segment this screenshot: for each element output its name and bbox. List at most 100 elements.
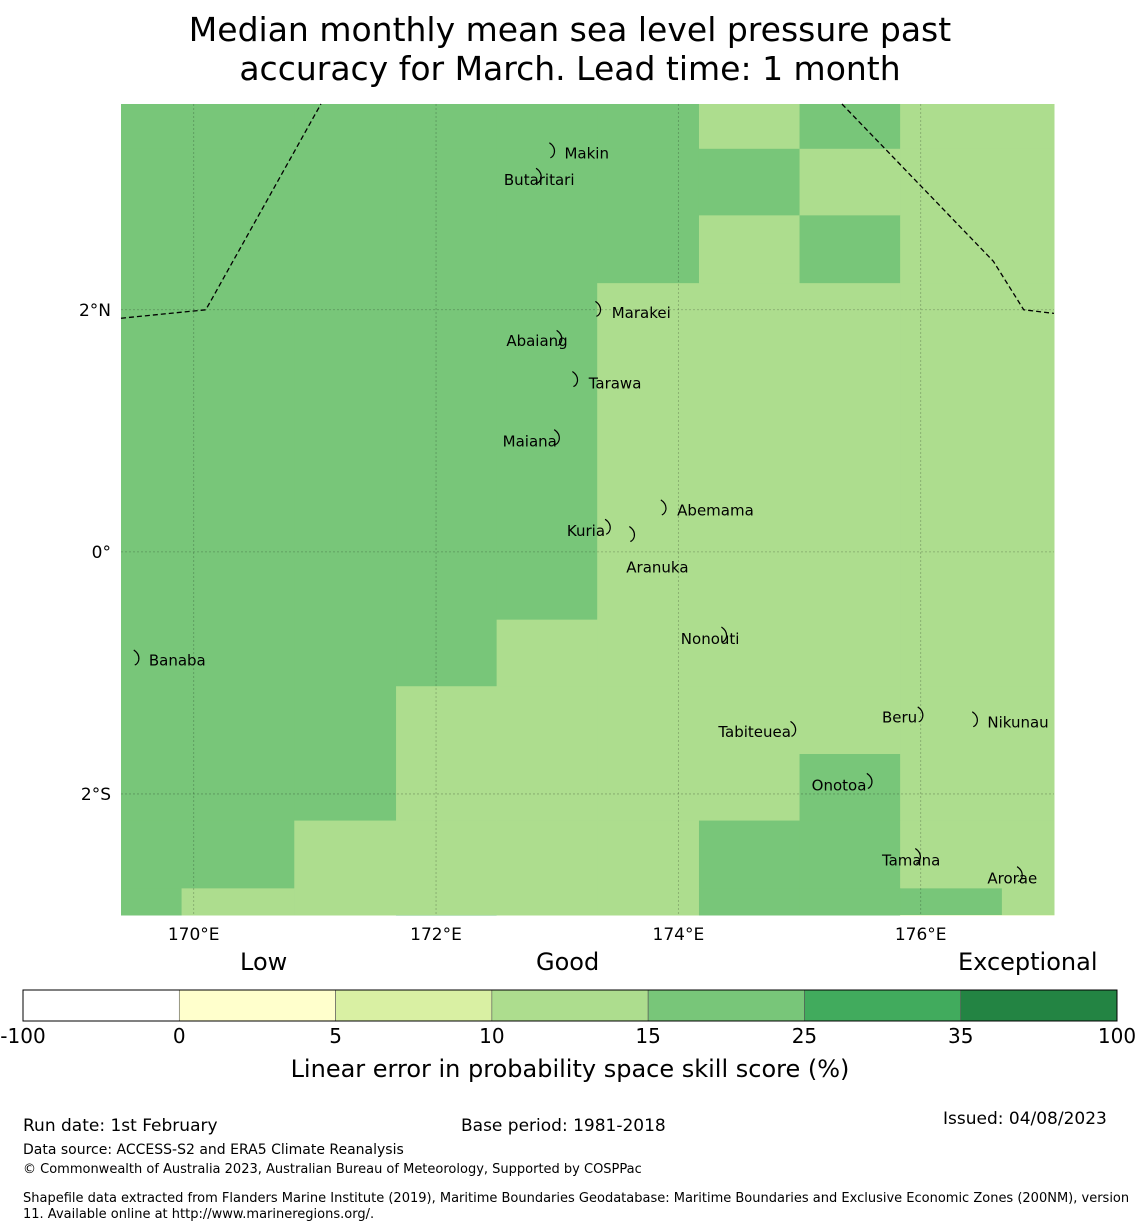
island-outline [660, 499, 667, 516]
eez-boundary-line [120, 103, 322, 319]
skill-cell [597, 888, 700, 916]
place-label: Maiana [503, 433, 557, 451]
place-label: Tarawa [588, 374, 642, 392]
skill-cell [597, 915, 700, 916]
skill-cell [121, 619, 183, 687]
colorbar-swatch [491, 989, 649, 1022]
colorbar-swatch [647, 989, 805, 1022]
skill-cell [597, 754, 700, 822]
lat-tick-label: 2°S [81, 785, 111, 805]
map-title: Median monthly mean sea level pressure p… [188, 10, 952, 88]
skill-cell [1001, 915, 1055, 916]
map-canvas[interactable]: Makin Butaritari Marakei Abaiang Tarawa Maian… [0, 0, 1140, 1100]
skill-cell [1001, 686, 1055, 755]
skill-cell [597, 215, 700, 284]
skill-cell [1001, 148, 1055, 216]
colorbar-category-good: Good [536, 948, 600, 976]
skill-cell [900, 215, 1003, 284]
copyright: © Commonwealth of Australia 2023, Austra… [23, 1162, 642, 1177]
skill-cell [294, 619, 397, 687]
skill-cell [294, 283, 397, 419]
skill-cell [121, 283, 183, 419]
island-outline [790, 720, 797, 737]
colorbar-swatch [178, 989, 336, 1022]
lon-tick-label: 172°E [410, 925, 462, 945]
skill-cell [496, 915, 598, 916]
colorbar-category-low: Low [240, 948, 288, 976]
island-outline [595, 300, 602, 317]
colorbar-tick-label: 35 [948, 1024, 973, 1048]
island-outline [971, 711, 978, 728]
eez-boundaries [120, 103, 1055, 319]
skill-cell [597, 283, 700, 419]
lat-tick-label: 2°N [79, 301, 111, 321]
skill-cell [597, 820, 700, 889]
shapefile-credit: Shapefile data extracted from Flanders M… [23, 1191, 1130, 1222]
place-label: Abaiang [506, 332, 567, 350]
skill-cell [1001, 619, 1055, 687]
skill-cell [294, 820, 397, 889]
skill-cell [396, 888, 498, 916]
island-outline [721, 626, 728, 643]
skill-cell [698, 686, 801, 755]
island-outline [133, 649, 140, 666]
skill-cell [121, 754, 183, 822]
skill-cell [496, 215, 598, 284]
skill-cell [698, 417, 801, 621]
skill-cell [799, 619, 901, 687]
issued-date: Issued: 04/08/2023 [943, 1109, 1107, 1129]
skill-cell [396, 820, 498, 889]
colorbar-swatch [960, 989, 1118, 1022]
place-label: Aranuka [626, 558, 688, 576]
island-outline [628, 525, 636, 543]
skill-cell [799, 820, 901, 889]
place-label: Banaba [149, 652, 206, 670]
skill-cell [799, 148, 901, 216]
place-label: Abemama [677, 502, 754, 520]
skill-cell [396, 104, 498, 150]
skill-cell [799, 888, 901, 916]
place-label: Makin [564, 144, 609, 162]
island-outline [1016, 866, 1023, 883]
colorbar: -100 0 5 10 15 25 35 100 Linear error in probabi… [0, 989, 1136, 1083]
skill-cell [121, 215, 183, 284]
skill-cell [900, 283, 1003, 419]
skill-cell [900, 148, 1003, 216]
place-labels: Makin Butaritari Marakei Abaiang Tarawa Maian… [149, 144, 1049, 887]
colorbar-tick-label: 10 [479, 1024, 504, 1048]
skill-cell [181, 104, 295, 150]
skill-cell [799, 915, 901, 916]
island-outline [572, 371, 579, 388]
skill-cell [597, 686, 700, 755]
skill-cell [396, 215, 498, 284]
colorbar-frame [22, 989, 1118, 1022]
skill-cell [294, 148, 397, 216]
skill-cell [181, 619, 295, 687]
skill-cell [294, 215, 397, 284]
skill-cell [900, 619, 1003, 687]
skill-cell [181, 888, 295, 916]
skill-cell [698, 820, 801, 889]
axis-labels: 2°N 0° 2°S 170°E 172°E 174°E 176°E [79, 301, 947, 945]
skill-cell [698, 148, 801, 216]
skill-cell [900, 104, 1003, 150]
skill-cell [496, 283, 598, 419]
island-outline [535, 167, 542, 184]
lon-tick-label: 176°E [895, 925, 947, 945]
island-outline [553, 429, 560, 446]
skill-cell [294, 754, 397, 822]
place-label: Nonouti [681, 630, 740, 648]
skill-cell [121, 915, 183, 916]
skill-cell [396, 148, 498, 216]
base-period: Base period: 1981-2018 [461, 1116, 666, 1136]
skill-cell [121, 686, 183, 755]
place-label: Butaritari [504, 171, 575, 189]
skill-cell [698, 754, 801, 822]
eez-boundary-line [841, 103, 1055, 315]
skill-cell [396, 686, 498, 755]
skill-cell [121, 104, 183, 150]
skill-cell [294, 104, 397, 150]
skill-cell [900, 888, 1003, 916]
colorbar-swatch [335, 989, 493, 1022]
colorbar-tick-label: -100 [0, 1024, 45, 1048]
